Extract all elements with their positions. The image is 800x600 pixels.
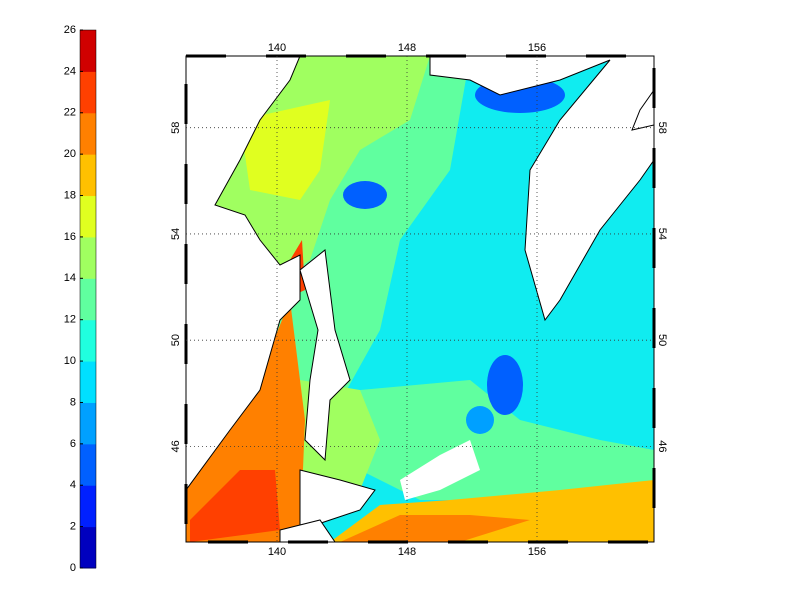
colorbar-tick-label: 22 (64, 107, 76, 119)
y-tick-label: 58 (656, 122, 668, 134)
y-tick-label: 50 (170, 334, 182, 346)
y-tick-label: 50 (656, 334, 668, 346)
map-frame (185, 55, 655, 543)
colorbar-band (80, 278, 96, 321)
x-tick-label: 140 (268, 42, 286, 54)
colorbar-tick-label: 10 (64, 355, 76, 367)
colorbar-band (80, 30, 96, 72)
colorbar-band (80, 443, 96, 486)
sst-field (186, 56, 654, 542)
y-tick-label: 46 (656, 440, 668, 452)
colorbar-frame (79, 29, 97, 569)
y-tick-label: 46 (170, 440, 182, 452)
y-tick-label: 54 (170, 228, 182, 240)
colorbar-tick-label: 0 (70, 562, 76, 574)
colorbar-tick-label: 16 (64, 231, 76, 243)
colorbar-band (80, 526, 96, 569)
colorbar-tick-label: 26 (64, 24, 76, 36)
x-tick-label: 140 (268, 546, 286, 558)
colorbar-band (80, 71, 96, 114)
colorbar-band (80, 361, 96, 403)
colorbar-band (80, 402, 96, 445)
colorbar-tick-label: 12 (64, 314, 76, 326)
y-tick-label: 58 (170, 122, 182, 134)
colorbar-band (80, 236, 96, 279)
colorbar-tick-label: 24 (64, 65, 76, 77)
colorbar-band (80, 485, 96, 528)
x-tick-label: 156 (528, 42, 546, 54)
colorbar-band (80, 319, 96, 362)
colorbar-band (80, 154, 96, 197)
colorbar-tick-label: 8 (70, 396, 76, 408)
colorbar-band (80, 112, 96, 155)
colorbar-tick-label: 4 (70, 479, 76, 491)
colorbar-tick-label: 6 (70, 438, 76, 450)
colorbar-tick-label: 2 (70, 521, 76, 533)
y-tick-label: 54 (656, 228, 668, 240)
x-tick-label: 148 (398, 546, 416, 558)
colorbar-tick-label: 18 (64, 189, 76, 201)
colorbar-tick-label: 14 (64, 272, 76, 284)
colorbar-band (80, 195, 96, 238)
x-tick-label: 156 (528, 546, 546, 558)
colorbar-tick-label: 20 (64, 148, 76, 160)
x-tick-label: 148 (398, 42, 416, 54)
